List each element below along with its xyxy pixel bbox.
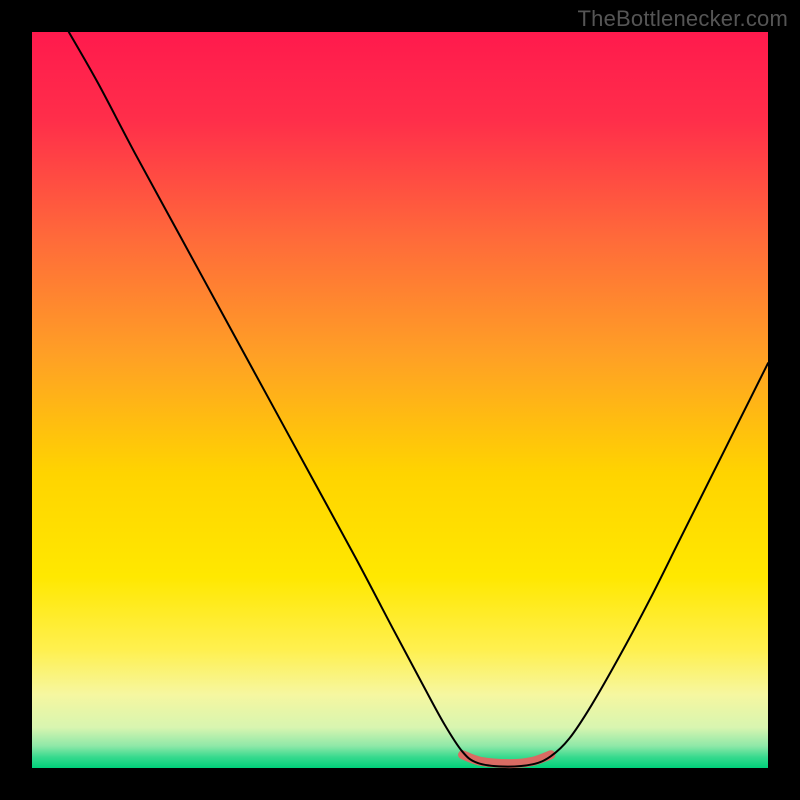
bottleneck-curve-chart	[0, 0, 800, 800]
watermark-text: TheBottlenecker.com	[578, 6, 788, 32]
gradient-plot-area	[32, 32, 768, 768]
chart-container: TheBottlenecker.com	[0, 0, 800, 800]
